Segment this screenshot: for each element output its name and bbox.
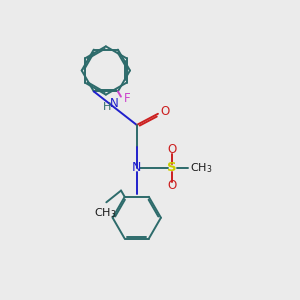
Text: O: O [160, 105, 170, 118]
Text: F: F [124, 92, 130, 105]
Text: H: H [103, 102, 111, 112]
Text: S: S [167, 161, 177, 174]
Text: N: N [132, 161, 141, 174]
Text: O: O [167, 143, 177, 157]
Text: CH$_3$: CH$_3$ [94, 206, 116, 220]
Text: O: O [167, 179, 177, 192]
Text: N: N [110, 97, 119, 110]
Text: CH$_3$: CH$_3$ [190, 161, 212, 175]
